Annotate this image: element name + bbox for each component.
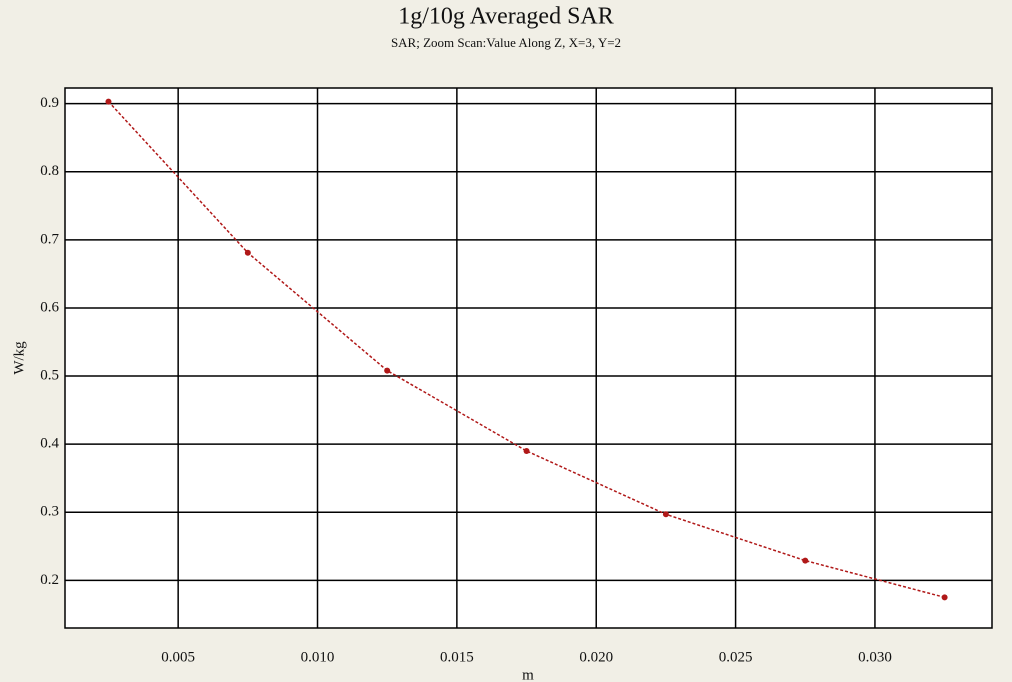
y-tick-label: 0.9 — [40, 95, 59, 111]
x-tick-label: 0.020 — [579, 649, 613, 665]
y-tick-label: 0.4 — [40, 436, 59, 452]
data-point — [523, 447, 530, 454]
data-point — [802, 557, 809, 564]
x-tick-label: 0.025 — [719, 649, 753, 665]
chart-subtitle: SAR; Zoom Scan:Value Along Z, X=3, Y=2 — [391, 35, 621, 50]
plot-area — [64, 87, 993, 629]
y-tick-label: 0.5 — [40, 367, 59, 383]
data-point — [941, 594, 948, 601]
y-tick-label: 0.8 — [40, 163, 59, 179]
data-point — [662, 511, 669, 518]
x-tick-label: 0.030 — [858, 649, 892, 665]
chart-title: 1g/10g Averaged SAR — [398, 4, 614, 30]
x-axis-label: m — [522, 667, 534, 682]
y-tick-label: 0.7 — [40, 231, 59, 247]
data-point — [105, 98, 112, 105]
x-tick-label: 0.010 — [301, 649, 335, 665]
y-tick-label: 0.2 — [40, 572, 59, 588]
y-axis-label: W/kg — [11, 341, 27, 375]
data-point — [244, 249, 251, 256]
x-tick-label: 0.015 — [440, 649, 474, 665]
y-tick-label: 0.6 — [40, 299, 59, 315]
x-tick-label: 0.005 — [161, 649, 195, 665]
data-point — [384, 367, 391, 374]
y-tick-label: 0.3 — [40, 504, 59, 520]
